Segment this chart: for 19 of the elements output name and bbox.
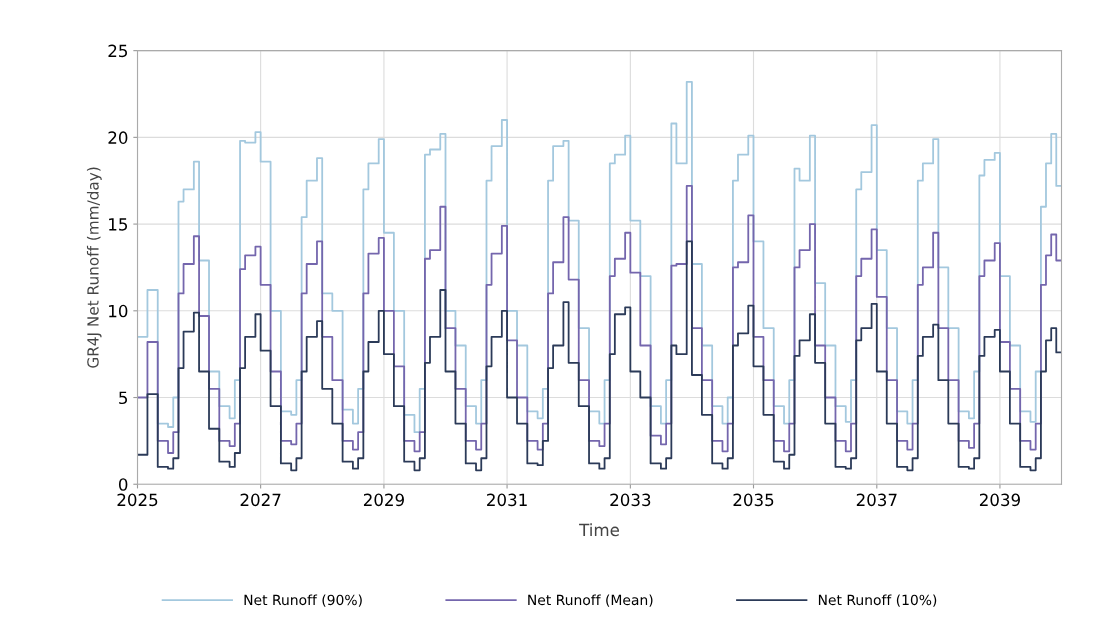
x-tick-label: 2027 <box>240 493 281 507</box>
x-axis-title: Time <box>579 523 619 537</box>
legend-label: Net Runoff (90%) <box>244 594 362 607</box>
x-tick-label: 2033 <box>610 493 651 507</box>
y-tick-label: 5 <box>119 391 128 405</box>
y-tick-label: 10 <box>109 304 128 318</box>
x-tick-label: 2037 <box>856 493 897 507</box>
y-tick-label: 0 <box>118 478 128 491</box>
y-axis-title: GR4J Net Runoff (mm/day) <box>86 167 102 368</box>
legend-label: Net Runoff (10%) <box>818 594 937 607</box>
x-tick-label: 2031 <box>487 493 527 507</box>
x-tick-label: 2039 <box>979 493 1020 507</box>
x-tick-label: 2029 <box>363 493 404 507</box>
legend-label: Net Runoff (Mean) <box>528 594 653 607</box>
x-tick-label: 2035 <box>733 493 774 507</box>
y-tick-label: 25 <box>108 44 128 58</box>
y-tick-label: 15 <box>109 218 128 231</box>
x-tick-label: 2025 <box>117 493 158 507</box>
y-tick-label: 20 <box>108 131 128 144</box>
